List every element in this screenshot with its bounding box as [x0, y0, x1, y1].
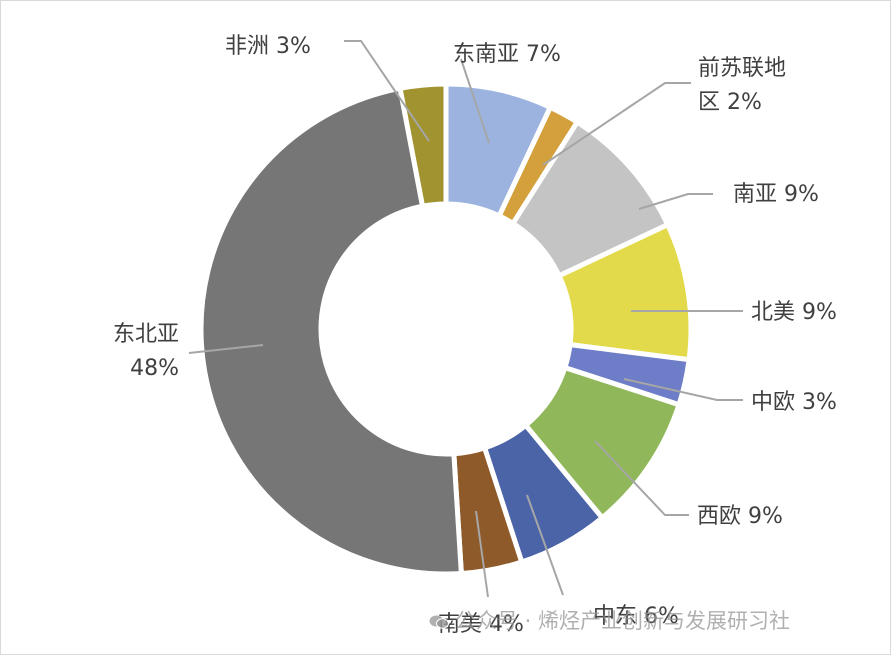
leader-line-8: [188, 344, 264, 354]
watermark-text: 公众号 · 烯烃产业创新与发展研习社: [455, 609, 791, 633]
slice-label-0: 东南亚 7%: [453, 42, 561, 67]
slice-label-2: 南亚 9%: [733, 182, 819, 207]
slice-label-8-line-0: 东北亚: [113, 322, 179, 347]
slice-label-1-line-1: 区 2%: [698, 90, 762, 115]
slice-label-3: 北美 9%: [751, 300, 837, 325]
leader-line-9: [344, 40, 430, 142]
watermark: 公众号 · 烯烃产业创新与发展研习社: [429, 605, 790, 635]
leader-line-1: [542, 82, 691, 166]
slice-label-1-line-0: 前苏联地: [698, 56, 786, 81]
slice-label-7: 南美 4%: [438, 612, 524, 637]
leader-line-4: [623, 378, 743, 401]
leader-line-7: [475, 510, 489, 598]
slice-label-5: 西欧 9%: [697, 504, 783, 529]
leader-line-2: [638, 193, 713, 210]
slice-label-8-line-1: 48%: [130, 356, 179, 381]
slice-label-6: 中东 6%: [593, 604, 679, 629]
slice-label-4: 中欧 3%: [751, 390, 837, 415]
leader-line-5: [594, 440, 689, 516]
wechat-icon: [429, 615, 449, 629]
leader-line-0: [460, 58, 490, 144]
donut-slice-8: [198, 85, 465, 577]
leader-line-6: [526, 494, 564, 596]
slice-label-9: 非洲 3%: [225, 34, 311, 59]
